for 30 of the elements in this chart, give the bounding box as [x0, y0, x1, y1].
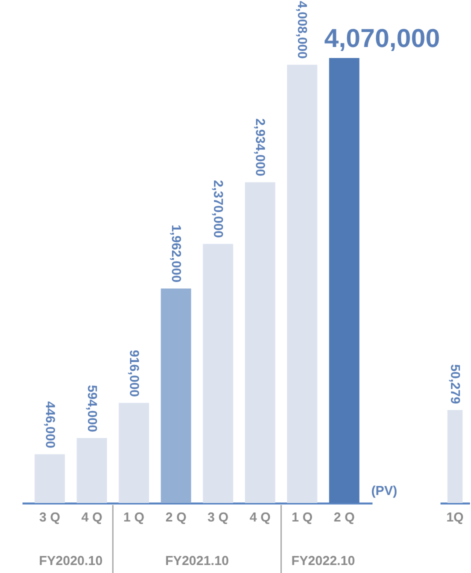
x-tick-label: 3 Q [208, 510, 229, 524]
x-tick-label: 1 Q [123, 510, 144, 524]
bar [244, 182, 276, 503]
text: FY2021.10 [165, 553, 229, 568]
x-tick-label: 1Q [446, 510, 464, 524]
annotation: (PV) [371, 483, 398, 498]
text: FY2022.10 [291, 553, 356, 568]
data-label: 2,370,000 [211, 180, 226, 238]
bar [287, 64, 318, 503]
bar [76, 438, 107, 503]
x-tick-label: 1 Q [292, 510, 313, 524]
bar [118, 402, 150, 503]
bar [202, 244, 234, 503]
data-label: 446,000 [42, 401, 58, 448]
bar [34, 454, 65, 503]
data-label: 4,070,000 [324, 23, 440, 53]
data-label: 2,934,000 [253, 118, 268, 176]
data-label: 50,279 [448, 364, 463, 404]
x-tick-label: 4 Q [250, 510, 271, 524]
data-label: 1,962,000 [168, 224, 184, 282]
bar [329, 58, 360, 503]
x-tick-label: 2 Q [165, 510, 186, 524]
data-label: 916,000 [126, 350, 142, 397]
bar [160, 288, 192, 503]
x-tick-label: 4 Q [81, 510, 102, 524]
x-tick-label: 2 Q [334, 510, 355, 524]
x-tick-label: 3 Q [39, 510, 60, 524]
text: FY2020.10 [38, 553, 103, 568]
data-label: 594,000 [84, 385, 100, 432]
data-label: 4,008,000 [295, 0, 310, 59]
